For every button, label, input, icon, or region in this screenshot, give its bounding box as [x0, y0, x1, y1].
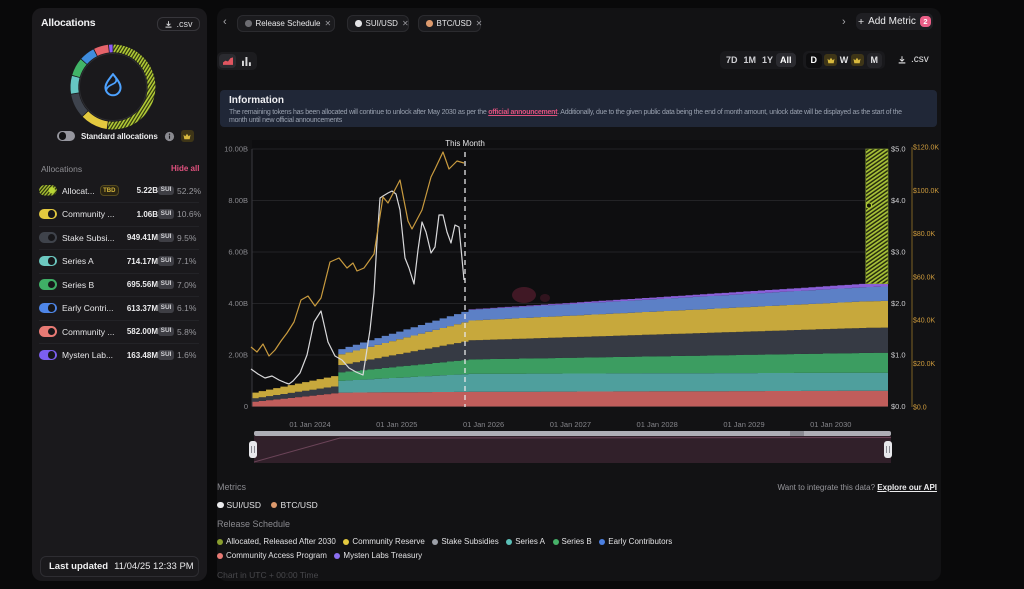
svg-text:01 Jan 2025: 01 Jan 2025 — [376, 420, 417, 429]
svg-text:0: 0 — [244, 402, 248, 411]
svg-text:$120.0K: $120.0K — [913, 145, 939, 152]
svg-text:$4.0: $4.0 — [891, 196, 906, 205]
svg-text:$60.0K: $60.0K — [913, 274, 936, 281]
svg-text:01 Jan 2028: 01 Jan 2028 — [637, 420, 678, 429]
svg-text:2.00B: 2.00B — [228, 351, 248, 360]
svg-text:$20.0K: $20.0K — [913, 361, 936, 368]
svg-text:01 Jan 2026: 01 Jan 2026 — [463, 420, 504, 429]
svg-text:4.00B: 4.00B — [228, 299, 248, 308]
svg-text:$2.0: $2.0 — [891, 299, 906, 308]
svg-text:$40.0K: $40.0K — [913, 318, 936, 325]
svg-text:01 Jan 2024: 01 Jan 2024 — [289, 420, 330, 429]
svg-text:01 Jan 2030: 01 Jan 2030 — [810, 420, 851, 429]
svg-text:10.00B: 10.00B — [224, 145, 248, 154]
svg-text:$1.0: $1.0 — [891, 351, 906, 360]
svg-text:$3.0: $3.0 — [891, 248, 906, 257]
svg-text:$100.0K: $100.0K — [913, 188, 939, 195]
svg-text:This Month: This Month — [445, 139, 485, 148]
svg-text:8.00B: 8.00B — [228, 196, 248, 205]
svg-text:$80.0K: $80.0K — [913, 231, 936, 238]
svg-text:$0.0: $0.0 — [913, 404, 927, 411]
svg-text:6.00B: 6.00B — [228, 248, 248, 257]
svg-text:01 Jan 2027: 01 Jan 2027 — [550, 420, 591, 429]
svg-text:01 Jan 2029: 01 Jan 2029 — [723, 420, 764, 429]
svg-text:$5.0: $5.0 — [891, 145, 906, 154]
svg-text:$0.0: $0.0 — [891, 402, 906, 411]
